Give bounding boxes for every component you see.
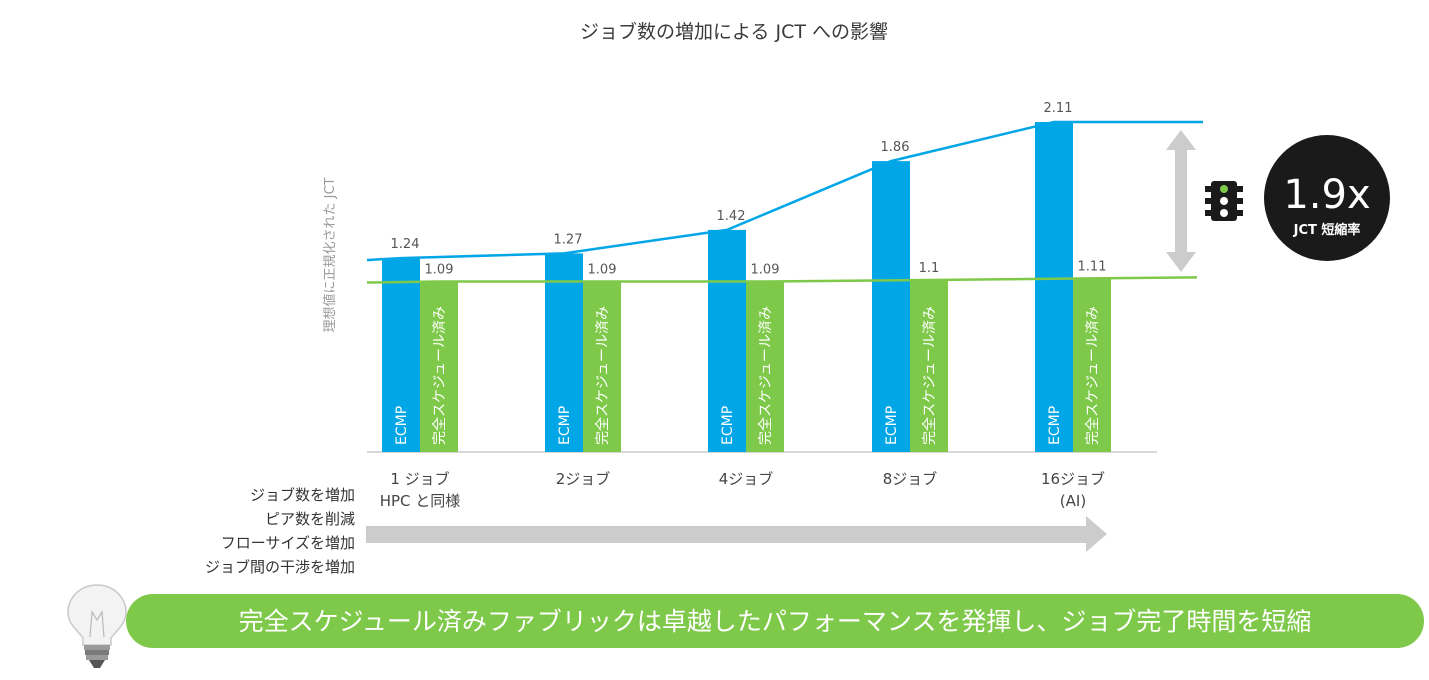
side-label: ピア数を削減: [265, 510, 355, 528]
bar-series-label: 完全スケジュール済み: [757, 306, 774, 445]
bar-series-label: ECMP: [720, 406, 736, 445]
value-label-ecmp: 1.86: [881, 140, 910, 155]
value-label-scheduled: 1.1: [919, 261, 940, 276]
value-label-ecmp: 1.24: [391, 237, 420, 252]
value-label-ecmp: 1.42: [717, 209, 746, 224]
speedup-badge: 1.9x JCT 短縮率: [1264, 135, 1390, 261]
value-label-scheduled: 1.11: [1078, 259, 1107, 274]
speedup-label: JCT 短縮率: [1293, 222, 1361, 238]
bar-ecmp: [382, 258, 420, 452]
traffic-light-icon: [1205, 181, 1243, 221]
trend-line-scheduled: [366, 276, 1198, 284]
progress-arrow: [366, 516, 1107, 552]
light-bulb-icon: [67, 584, 127, 668]
bar-ecmp: [545, 253, 583, 452]
side-label: ジョブ数を増加: [250, 486, 355, 504]
trend-line-ecmp: [366, 120, 1203, 262]
summary-banner: 完全スケジュール済みファブリックは卓越したパフォーマンスを発揮し、ジョブ完了時間…: [126, 594, 1424, 648]
side-label: フローサイズを増加: [221, 534, 355, 552]
side-label: ジョブ間の干渉を増加: [205, 558, 355, 576]
bar-scheduled: [1073, 278, 1111, 452]
bar-scheduled: [420, 281, 458, 452]
value-label-scheduled: 1.09: [425, 263, 454, 278]
bar-scheduled: [746, 281, 784, 452]
category-label: 2ジョブ: [556, 470, 611, 488]
bar-ecmp: [1035, 122, 1073, 452]
bar-series-label: 完全スケジュール済み: [921, 306, 938, 445]
y-axis-label: 理想値に正規化された JCT: [322, 177, 338, 332]
category-label: 1 ジョブ: [390, 470, 449, 488]
bar-series-label: ECMP: [1047, 406, 1063, 445]
bar-ecmp: [872, 161, 910, 452]
category-label: (AI): [1060, 492, 1086, 510]
value-label-scheduled: 1.09: [751, 263, 780, 278]
speedup-value: 1.9x: [1283, 172, 1370, 218]
side-labels: ジョブ数を増加 ピア数を削減 フローサイズを増加 ジョブ間の干渉を増加: [205, 486, 355, 576]
category-label: 16ジョブ: [1041, 470, 1105, 488]
difference-arrow: [1166, 130, 1196, 272]
bar-series-label: ECMP: [557, 406, 573, 445]
category-label: HPC と同様: [380, 492, 461, 510]
bar-ecmp: [708, 229, 746, 452]
bar-scheduled: [583, 281, 621, 452]
bar-series-label: ECMP: [884, 406, 900, 445]
chart-title: ジョブ数の増加による JCT への影響: [580, 20, 888, 43]
category-label: 8ジョブ: [883, 470, 938, 488]
summary-text: 完全スケジュール済みファブリックは卓越したパフォーマンスを発揮し、ジョブ完了時間…: [239, 607, 1312, 636]
bar-scheduled: [910, 279, 948, 452]
value-label-ecmp: 1.27: [554, 232, 583, 247]
bar-series-label: 完全スケジュール済み: [1084, 306, 1101, 445]
bar-series-label: ECMP: [394, 406, 410, 445]
bar-series-label: 完全スケジュール済み: [594, 306, 611, 445]
value-label-ecmp: 2.11: [1044, 101, 1073, 116]
bar-series-label: 完全スケジュール済み: [431, 306, 448, 445]
value-label-scheduled: 1.09: [588, 263, 617, 278]
category-label: 4ジョブ: [719, 470, 774, 488]
